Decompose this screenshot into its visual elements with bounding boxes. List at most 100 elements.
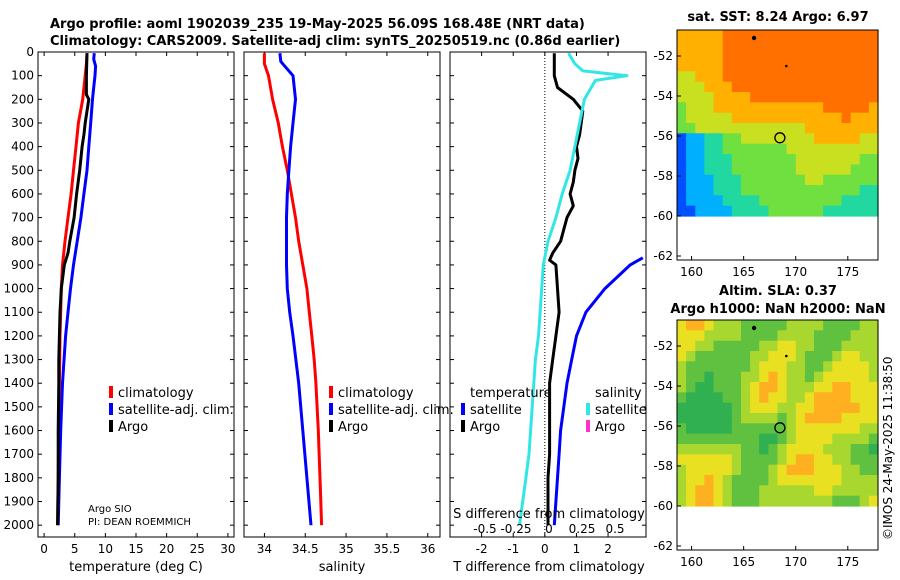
heatmap-cell xyxy=(731,143,742,155)
heatmap-cell xyxy=(786,433,797,445)
heatmap-cell xyxy=(686,464,696,476)
heatmap-cell xyxy=(804,340,815,352)
heatmap-cell xyxy=(868,402,879,414)
heatmap-cell xyxy=(832,402,842,414)
heatmap-cell xyxy=(841,40,852,52)
heatmap-cell xyxy=(741,340,751,352)
heatmap-cell xyxy=(832,351,842,362)
heatmap-cell xyxy=(741,92,751,103)
heatmap-cell xyxy=(786,205,797,217)
heatmap-cell xyxy=(759,40,769,52)
heatmap-cell xyxy=(759,464,769,476)
depth-tick-label: 900 xyxy=(11,258,34,272)
heatmap-cell xyxy=(713,361,724,373)
heatmap-cell xyxy=(850,495,861,507)
difference-legend: temperature satellite Argo salinity sate… xyxy=(461,386,647,435)
heatmap-cell xyxy=(804,330,815,342)
heatmap-cell xyxy=(768,454,779,466)
heatmap-cell xyxy=(859,413,870,424)
heatmap-cell xyxy=(850,30,861,41)
heatmap-cell xyxy=(704,495,715,507)
depth-tick-label: 100 xyxy=(11,69,34,83)
difference-xlabel: T difference from climatology xyxy=(452,560,645,575)
heatmap-cell xyxy=(841,50,852,62)
heatmap-cell xyxy=(832,330,842,342)
heatmap-cell xyxy=(704,195,715,207)
heatmap-cell xyxy=(841,185,852,196)
heatmap-cell xyxy=(814,50,824,62)
heatmap-cell xyxy=(731,164,742,176)
heatmap-cell xyxy=(695,133,705,145)
heatmap-cell xyxy=(777,123,788,134)
legend-t-argo-label: Argo xyxy=(470,420,500,435)
heatmap-cell xyxy=(786,464,797,476)
heatmap-cell xyxy=(695,485,705,497)
xtick-label: 30 xyxy=(220,542,235,556)
heatmap-cell xyxy=(695,475,705,486)
heatmap-cell xyxy=(768,195,779,207)
heatmap-cell xyxy=(741,423,751,435)
heatmap-cell xyxy=(741,112,751,124)
heatmap-cell xyxy=(795,61,806,72)
series-line-satellite-adj-clim- xyxy=(278,53,313,526)
heatmap-cell xyxy=(731,433,742,445)
depth-tick-label: 400 xyxy=(11,140,34,154)
heatmap-cell xyxy=(759,205,769,217)
sla-map-markers xyxy=(751,325,788,434)
heatmap-cell xyxy=(741,351,751,362)
heatmap-cell xyxy=(722,402,733,414)
heatmap-cell xyxy=(868,195,879,207)
heatmap-cell xyxy=(713,413,724,424)
heatmap-cell xyxy=(841,133,852,145)
heatmap-cell xyxy=(704,485,715,497)
heatmap-cell xyxy=(777,81,788,93)
heatmap-cell xyxy=(859,185,870,196)
heatmap-cell xyxy=(695,340,705,352)
heatmap-cell xyxy=(868,392,879,404)
heatmap-cell xyxy=(768,92,779,103)
heatmap-cell xyxy=(741,433,751,445)
heatmap-cell xyxy=(841,320,852,331)
heatmap-cell xyxy=(777,143,788,155)
heatmap-cell xyxy=(731,423,742,435)
heatmap-cell xyxy=(814,454,824,466)
legend-satellite-label: satellite-adj. clim. xyxy=(338,403,454,418)
heatmap-cell xyxy=(777,154,788,165)
heatmap-cell xyxy=(731,195,742,207)
heatmap-cell xyxy=(759,382,769,393)
heatmap-cell xyxy=(695,351,705,362)
heatmap-cell xyxy=(859,454,870,466)
heatmap-cell xyxy=(768,413,779,424)
heatmap-cell xyxy=(750,195,760,207)
heatmap-cell xyxy=(832,50,842,62)
heatmap-cell xyxy=(677,392,687,404)
heatmap-cell xyxy=(741,361,751,373)
heatmap-cell xyxy=(859,340,870,352)
difference-yticks xyxy=(450,51,646,526)
heatmap-cell xyxy=(832,195,842,207)
heatmap-cell xyxy=(804,133,815,145)
heatmap-cell xyxy=(850,123,861,134)
heatmap-cell xyxy=(814,444,824,455)
heatmap-cell xyxy=(731,92,742,103)
heatmap-cell xyxy=(868,40,879,52)
heatmap-cell xyxy=(859,143,870,155)
heatmap-cell xyxy=(859,81,870,93)
heatmap-cell xyxy=(768,40,779,52)
heatmap-cell xyxy=(841,371,852,383)
heatmap-cell xyxy=(795,392,806,404)
heatmap-cell xyxy=(768,112,779,124)
heatmap-cell xyxy=(841,351,852,362)
heatmap-cell xyxy=(777,423,788,435)
heatmap-cell xyxy=(768,133,779,145)
heatmap-cell xyxy=(741,61,751,72)
heatmap-cell xyxy=(722,485,733,497)
heatmap-cell xyxy=(695,433,705,445)
heatmap-cell xyxy=(759,133,769,145)
heatmap-cell xyxy=(677,402,687,414)
heatmap-cell xyxy=(731,475,742,486)
depth-tick-label: 0 xyxy=(26,45,34,59)
heatmap-cell xyxy=(741,464,751,476)
heatmap-cell xyxy=(832,30,842,41)
heatmap-cell xyxy=(713,402,724,414)
